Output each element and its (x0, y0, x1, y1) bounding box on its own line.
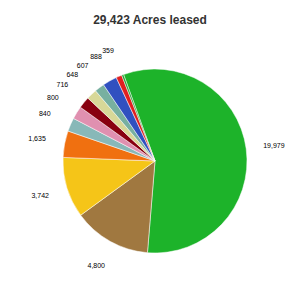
svg-text:1,635: 1,635 (28, 135, 46, 142)
svg-text:4,800: 4,800 (87, 262, 105, 269)
svg-text:359: 359 (102, 47, 114, 54)
svg-text:3,742: 3,742 (31, 192, 49, 199)
svg-text:716: 716 (57, 81, 69, 88)
svg-text:29,423 Acres leased: 29,423 Acres leased (93, 13, 207, 27)
svg-text:800: 800 (47, 94, 59, 101)
svg-text:19,979: 19,979 (263, 142, 285, 149)
svg-text:648: 648 (66, 71, 78, 78)
svg-text:607: 607 (77, 62, 89, 69)
svg-text:888: 888 (90, 53, 102, 60)
svg-text:840: 840 (39, 110, 51, 117)
